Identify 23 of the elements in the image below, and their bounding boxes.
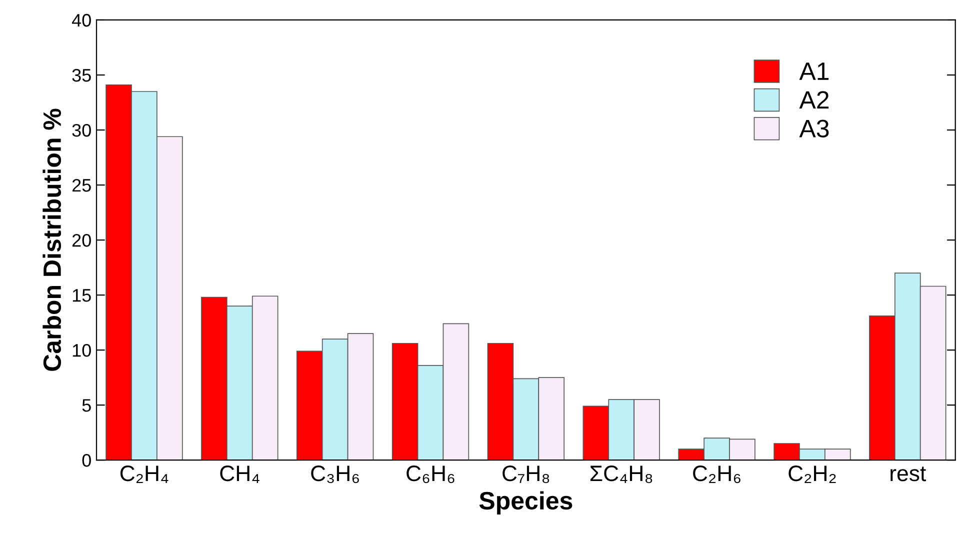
x-tick-label: CH₄ bbox=[220, 466, 260, 483]
x-tick-label: ΣC₄H₈ bbox=[590, 466, 652, 484]
legend-label: A3 bbox=[799, 120, 829, 138]
x-tick-label: C₂H₂ bbox=[788, 466, 836, 483]
y-axis-title: Carbon Distribution % bbox=[42, 108, 62, 371]
y-tick-label: 10 bbox=[72, 344, 91, 357]
legend-label: A1 bbox=[799, 62, 829, 80]
x-tick-label: C₂H₆ bbox=[693, 466, 740, 484]
y-tick-label: 40 bbox=[72, 14, 91, 27]
y-tick-label: 30 bbox=[72, 124, 91, 137]
x-tick-label: C₇H₈ bbox=[502, 466, 550, 484]
y-tick-label: 5 bbox=[82, 399, 91, 412]
y-tick-label: 35 bbox=[72, 68, 91, 82]
x-tick-label: C₂H₄ bbox=[120, 466, 168, 483]
y-tick-label: 15 bbox=[72, 289, 91, 302]
x-tick-label: rest bbox=[890, 466, 926, 482]
y-tick-label: 20 bbox=[72, 234, 91, 247]
y-tick-label: 25 bbox=[72, 178, 91, 192]
x-tick-label: C₆H₆ bbox=[406, 466, 454, 484]
y-tick-label: 0 bbox=[82, 454, 91, 467]
legend-label: A2 bbox=[799, 91, 829, 109]
x-axis-title: Species bbox=[479, 491, 572, 515]
x-tick-label: C₃H₆ bbox=[311, 466, 359, 484]
